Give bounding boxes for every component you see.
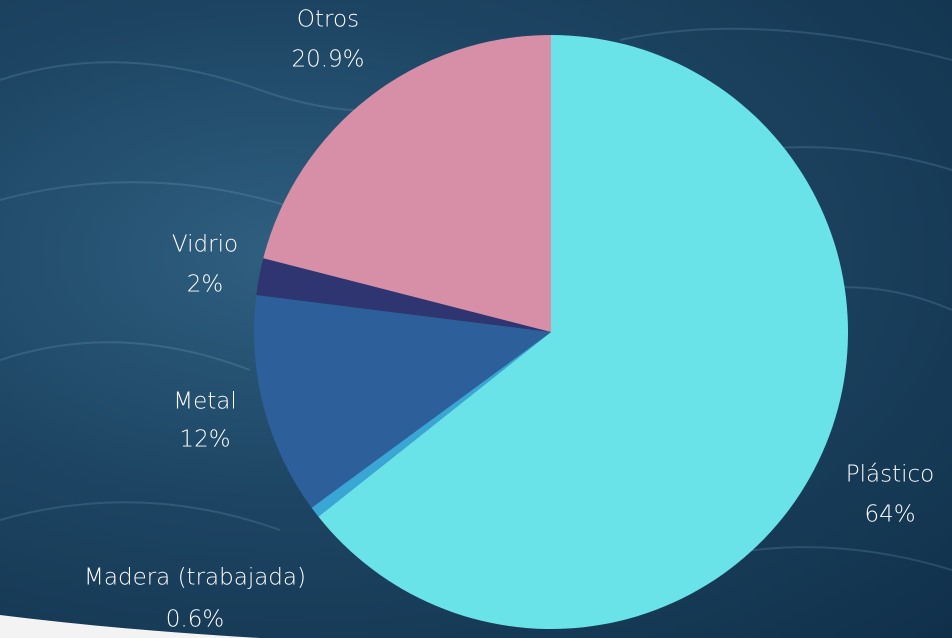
slice-label: Plástico — [846, 462, 934, 488]
slice-value-label: 0.6% — [166, 607, 224, 633]
slice-label: Otros — [297, 7, 359, 33]
slice-value-label: 20.9% — [291, 47, 364, 73]
slice-label: Metal — [173, 389, 237, 415]
slice-value-label: 12% — [179, 427, 230, 453]
slice-value-label: 2% — [187, 272, 224, 298]
slice-value-label: 64% — [864, 502, 915, 528]
page: Plástico 64% Madera (trabajada) 0.6% Metal 12… — [0, 0, 952, 638]
slice-label: Madera (trabajada) — [84, 565, 306, 591]
slice-label: Vidrio — [172, 232, 238, 258]
chart: Plástico 64% Madera (trabajada) 0.6% Metal 12… — [0, 0, 952, 638]
